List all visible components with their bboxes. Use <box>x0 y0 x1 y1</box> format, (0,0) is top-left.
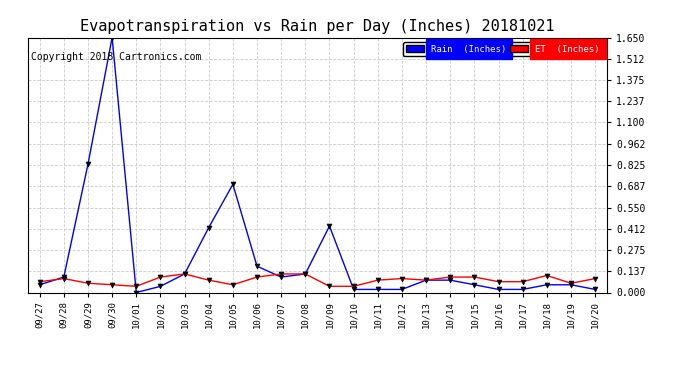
Text: Copyright 2018 Cartronics.com: Copyright 2018 Cartronics.com <box>31 52 201 62</box>
Legend: Rain  (Inches), ET  (Inches): Rain (Inches), ET (Inches) <box>404 42 602 56</box>
Title: Evapotranspiration vs Rain per Day (Inches) 20181021: Evapotranspiration vs Rain per Day (Inch… <box>80 18 555 33</box>
